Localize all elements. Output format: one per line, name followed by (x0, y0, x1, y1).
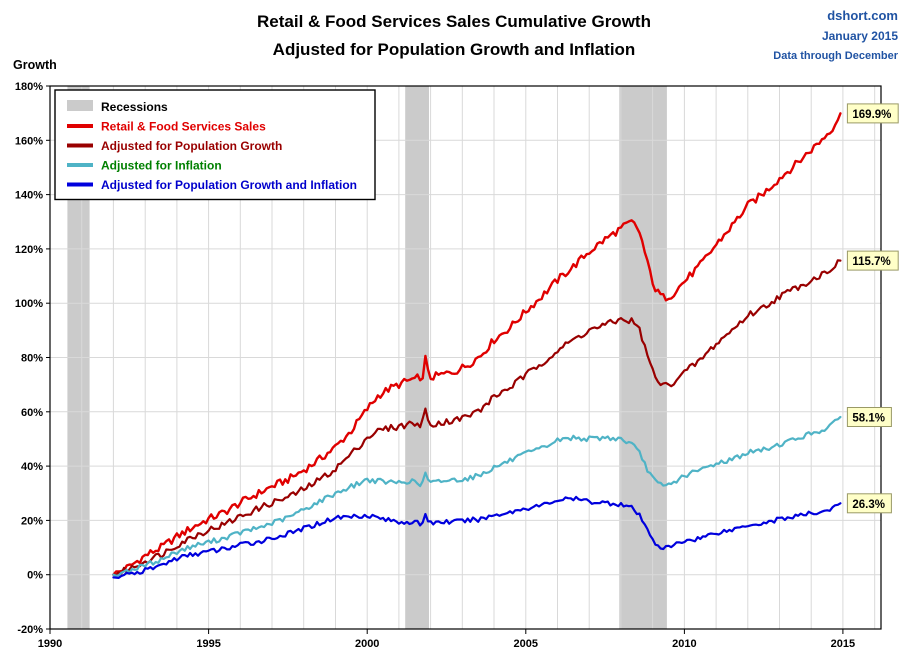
series-line-4 (112, 495, 842, 580)
x-tick-label: 1995 (196, 638, 220, 650)
end-label-1: 169.9% (852, 109, 891, 121)
end-label-2: 115.7% (852, 256, 890, 268)
chart-title-line2: Adjusted for Population Growth and Infla… (273, 40, 636, 59)
end-label-box-4 (846, 493, 892, 514)
series-line-3 (112, 415, 842, 577)
y-tick-label: -20% (17, 624, 43, 636)
end-label-box-1 (846, 103, 899, 124)
legend-swatch-line (67, 163, 93, 167)
series-line-2 (112, 259, 842, 576)
end-label-box-2 (846, 250, 899, 271)
legend-item-label: Adjusted for Population Growth (101, 139, 282, 153)
y-tick-label: 20% (21, 515, 43, 527)
y-tick-label: 120% (15, 244, 43, 256)
y-tick-label: 100% (15, 298, 43, 310)
y-axis-title: Growth (13, 58, 57, 72)
y-tick-label: 40% (21, 461, 43, 473)
legend-item-label: Retail & Food Services Sales (101, 120, 266, 134)
legend-box (54, 89, 376, 201)
end-label-4: 26.3% (852, 499, 885, 511)
legend-swatch-recession (67, 100, 93, 111)
legend-item-label: Adjusted for Population Growth and Infla… (101, 178, 357, 192)
legend: Recessions Retail & Food Services Sales Ad… (54, 89, 376, 201)
source-label: dshort.com (827, 8, 898, 23)
legend-swatch-line (67, 124, 93, 128)
y-tick-label: 60% (21, 407, 43, 419)
x-tick-label: 2015 (831, 638, 855, 650)
date-label: January 2015 (822, 29, 898, 43)
legend-item-label: Adjusted for Inflation (101, 159, 222, 173)
y-tick-label: 160% (15, 135, 43, 147)
end-label-3: 58.1% (852, 413, 885, 425)
legend-item-label: Recessions (101, 100, 168, 114)
y-tick-label: 80% (21, 353, 43, 365)
y-tick-label: 0% (27, 570, 43, 582)
x-tick-label: 2010 (672, 638, 696, 650)
x-tick-label: 1990 (38, 638, 62, 650)
chart-title-line1: Retail & Food Services Sales Cumulative … (257, 12, 651, 31)
end-label-box-3 (846, 407, 892, 427)
series-line-1 (112, 112, 842, 576)
legend-swatch-line (67, 182, 93, 187)
x-tick-label: 2000 (355, 638, 379, 650)
y-tick-label: 140% (15, 190, 43, 202)
x-tick-label: 2005 (514, 638, 538, 650)
legend-swatch-line (67, 143, 93, 148)
y-tick-label: 180% (15, 81, 43, 93)
data-note: Data through December (773, 50, 898, 62)
